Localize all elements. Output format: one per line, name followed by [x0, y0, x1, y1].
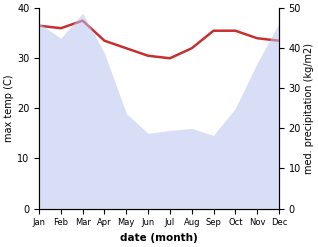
Y-axis label: med. precipitation (kg/m2): med. precipitation (kg/m2): [304, 43, 314, 174]
Y-axis label: max temp (C): max temp (C): [4, 75, 14, 142]
X-axis label: date (month): date (month): [120, 233, 198, 243]
